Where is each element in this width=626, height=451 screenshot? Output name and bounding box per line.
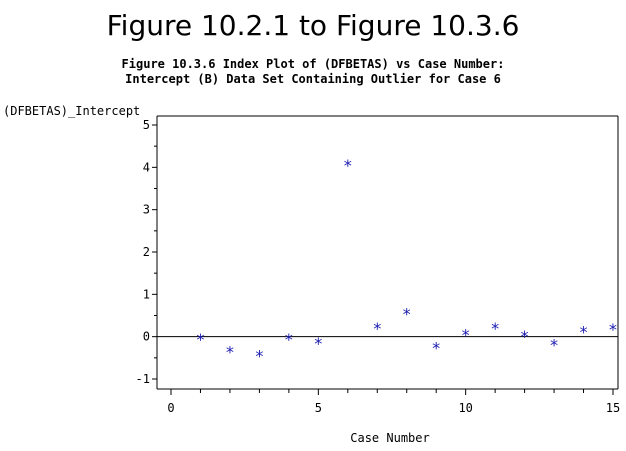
y-tick-label-3: 2 (143, 245, 150, 259)
data-point: * (372, 319, 382, 338)
data-point: * (343, 156, 353, 175)
data-point: * (490, 319, 500, 338)
data-point: * (520, 327, 530, 346)
y-tick-label-4: 3 (143, 203, 150, 217)
y-tick-label-6: 5 (143, 118, 150, 132)
data-point: * (314, 334, 324, 353)
data-point: * (608, 320, 618, 339)
data-point: * (196, 330, 206, 349)
data-point: * (549, 335, 559, 354)
data-point: * (284, 330, 294, 349)
y-tick-label-2: 1 (143, 287, 150, 301)
data-point: * (255, 347, 265, 366)
data-point: * (461, 326, 471, 345)
data-point: * (402, 304, 412, 323)
chart-subtitle-line-2: Intercept (B) Data Set Containing Outlie… (125, 72, 501, 86)
y-tick-label-5: 4 (143, 160, 150, 174)
data-point: * (579, 323, 589, 342)
x-tick-label-3: 15 (606, 401, 620, 415)
y-tick-label-1: 0 (143, 330, 150, 344)
data-point: * (225, 342, 235, 361)
chart-title: Figure 10.2.1 to Figure 10.3.6 (107, 9, 520, 42)
data-point: * (431, 338, 441, 357)
y-tick-label-0: -1 (136, 372, 150, 386)
x-tick-label-2: 10 (458, 401, 472, 415)
x-axis-label: Case Number (350, 431, 429, 445)
x-tick-label-1: 5 (315, 401, 322, 415)
chart-subtitle-line-1: Figure 10.3.6 Index Plot of (DFBETAS) vs… (122, 57, 505, 71)
x-tick-label-0: 0 (167, 401, 174, 415)
plot-area: -1 0 1 2 3 4 5 0 5 10 15 * * * * * * * * * * * * * * * (136, 115, 620, 415)
y-axis-label: (DFBETAS)_Intercept (3, 104, 140, 118)
